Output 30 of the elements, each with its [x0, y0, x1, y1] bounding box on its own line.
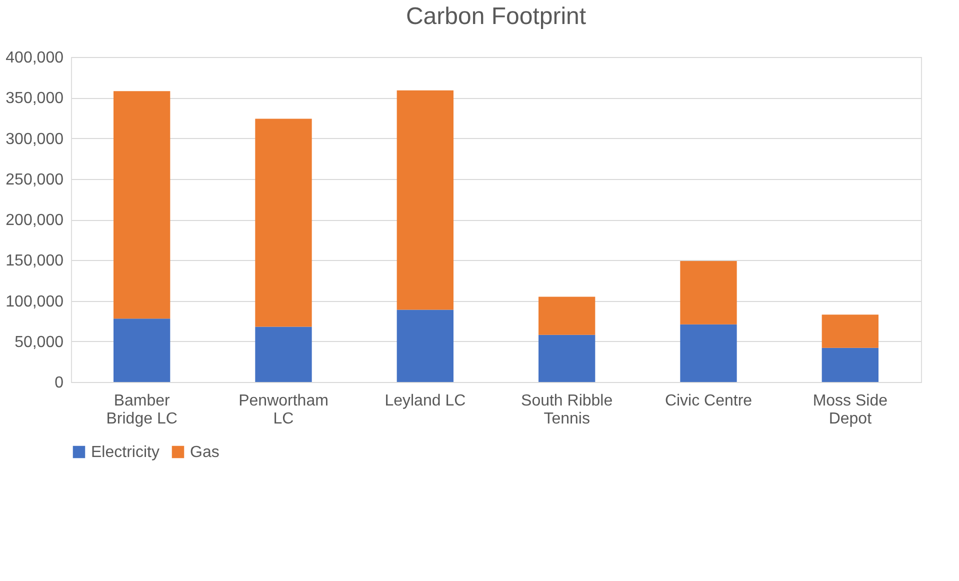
x-tick-label: Civic Centre — [664, 392, 752, 410]
y-tick-label: 150,000 — [6, 252, 64, 270]
y-tick-label: 100,000 — [6, 293, 64, 310]
y-tick-label: 200,000 — [6, 212, 64, 229]
chart-title: Carbon Footprint — [406, 3, 586, 30]
bar — [396, 90, 454, 310]
y-tick-label: 300,000 — [6, 130, 64, 148]
bar — [114, 318, 170, 382]
y-tick-label: 50,000 — [14, 334, 64, 351]
bar — [538, 334, 596, 382]
bar — [538, 296, 596, 335]
x-tick-label: Moss Side Depot — [812, 392, 888, 428]
x-tick-label: Leyland LC — [384, 392, 466, 410]
bar — [255, 326, 312, 382]
bar — [822, 348, 878, 382]
bar — [680, 260, 737, 324]
y-tick-label: 250,000 — [6, 171, 64, 188]
x-tick-label: Penwortham LC — [238, 392, 328, 428]
legend-label: Electricity — [91, 444, 160, 461]
bar — [680, 324, 737, 382]
legend-label: Gas — [190, 444, 220, 461]
bar — [396, 310, 454, 382]
x-tick-label: South Ribble Tennis — [521, 392, 613, 428]
bar — [114, 91, 170, 319]
y-tick-label: 400,000 — [6, 50, 64, 66]
x-tick-label: Bamber Bridge LC — [106, 392, 178, 428]
bar — [255, 118, 312, 327]
bar — [822, 314, 878, 348]
y-tick-label: 0 — [54, 374, 64, 392]
y-tick-label: 350,000 — [6, 90, 64, 108]
